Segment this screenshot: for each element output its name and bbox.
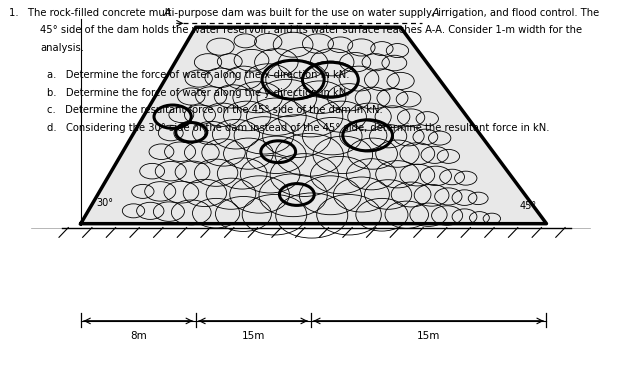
Text: 45°: 45° — [520, 201, 537, 211]
Text: 15m: 15m — [242, 331, 265, 341]
Text: a.   Determine the force of water along the x-direction in kN.: a. Determine the force of water along th… — [47, 70, 349, 80]
Text: b.   Determine the force of water along the y-direction in kN.: b. Determine the force of water along th… — [47, 88, 349, 98]
Text: d.   Considering the 30° side of the dam instead of the 45° side, determine the : d. Considering the 30° side of the dam i… — [47, 123, 549, 133]
Text: 30°: 30° — [96, 198, 113, 208]
Text: analysis.: analysis. — [40, 43, 84, 53]
Text: 8m: 8m — [130, 331, 147, 341]
Text: 1.   The rock-filled concrete multi-purpose dam was built for the use on water s: 1. The rock-filled concrete multi-purpos… — [9, 8, 599, 18]
Text: c.   Determine the resultant force on the 45° side of the dam in kN.: c. Determine the resultant force on the … — [47, 105, 383, 115]
Text: A: A — [163, 7, 171, 18]
Text: 15m: 15m — [417, 331, 440, 341]
Text: 45° side of the dam holds the water reservoir, and its water surface reaches A-A: 45° side of the dam holds the water rese… — [40, 25, 582, 35]
Text: A: A — [432, 7, 439, 18]
Polygon shape — [81, 27, 546, 224]
